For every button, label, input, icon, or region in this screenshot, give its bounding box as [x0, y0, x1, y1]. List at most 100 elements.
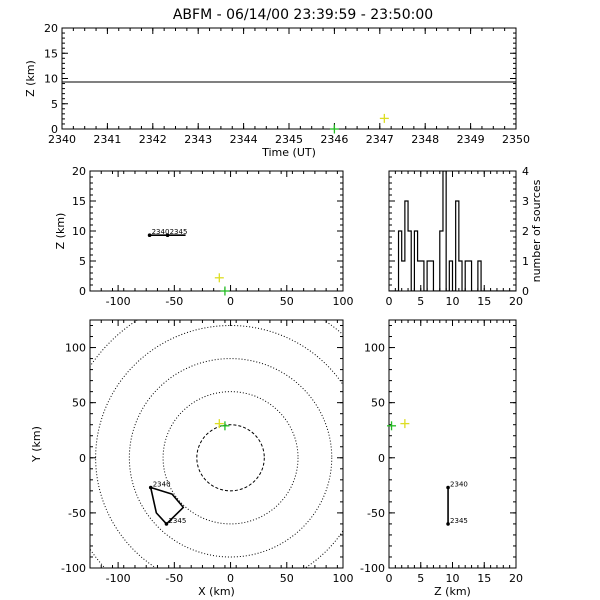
histogram-x-tick-label: 10	[446, 295, 460, 308]
zy-y-tick-label: -50	[367, 507, 385, 520]
xy-cross-marker	[214, 419, 224, 429]
zy-track-label: 2340	[450, 481, 468, 489]
histogram-y-tick-label: 4	[522, 165, 529, 178]
time-height-x-tick-label: 2349	[457, 133, 485, 146]
xy-x-axis-label: X (km)	[198, 585, 235, 598]
histogram-x-tick-label: 20	[509, 295, 523, 308]
xz-y-tick-label: 5	[79, 255, 86, 268]
zy-track-label: 2345	[450, 517, 468, 525]
xy-range-ring	[162, 391, 299, 525]
xz-track-label: 2345	[170, 228, 188, 236]
histogram-x-tick-label: 15	[477, 295, 491, 308]
zy-panel: 2340 2345 0 5 10 15 20 -100 -50 0 50 100 Z (km)	[360, 319, 523, 598]
zy-y-tick-label: -100	[360, 562, 385, 575]
xz-cross-marker	[214, 273, 224, 283]
time-height-y-tick-label: 20	[44, 22, 58, 35]
zy-x-tick-label: 10	[446, 572, 460, 585]
xz-y-tick-label: 20	[72, 165, 86, 178]
time-height-x-tick-label: 2341	[93, 133, 121, 146]
xz-x-tick-label: 50	[280, 295, 294, 308]
time-height-frame	[61, 27, 517, 130]
zy-x-tick-label: 0	[386, 572, 393, 585]
histogram-y-tick-label: 2	[522, 225, 529, 238]
histogram-y-tick-label: 1	[522, 255, 529, 268]
xy-x-tick-label: -100	[106, 572, 131, 585]
xz-track-label: 2340	[152, 228, 170, 236]
xy-track-point	[164, 522, 169, 526]
xy-y-tick-label: 0	[79, 452, 86, 465]
time-height-y-tick-label: 10	[44, 73, 58, 86]
zy-x-tick-label: 20	[509, 572, 523, 585]
time-height-x-tick-label: 2343	[184, 133, 212, 146]
xy-range-ring	[90, 320, 343, 568]
xz-x-tick-label: -50	[165, 295, 183, 308]
xy-y-tick-label: -50	[68, 507, 86, 520]
xy-x-tick-label: 50	[280, 572, 294, 585]
xy-y-tick-label: -100	[61, 562, 86, 575]
figure-title: ABFM - 06/14/00 23:39:59 - 23:50:00	[173, 7, 433, 23]
histogram-y-axis-label: number of sources	[530, 179, 543, 282]
xy-storm-track	[149, 486, 185, 525]
time-height-y-tick-label: 0	[51, 123, 58, 136]
xy-range-ring	[196, 424, 265, 492]
time-height-x-tick-label: 2342	[139, 133, 167, 146]
xy-y-axis-label: Y (km)	[30, 426, 43, 463]
xz-panel: 2340 2345 -100 -50 0 50 100 0 5 10 15 20 Z (km)	[54, 165, 354, 308]
time-height-x-axis-label: Time (UT)	[261, 146, 316, 159]
xy-track-label: 2340	[153, 481, 171, 489]
xz-y-tick-label: 10	[72, 225, 86, 238]
xy-y-tick-label: 50	[72, 397, 86, 410]
xz-track-point	[165, 233, 170, 237]
zy-y-tick-label: 0	[378, 452, 385, 465]
xz-frame	[89, 170, 344, 292]
time-height-x-tick-label: 2340	[48, 133, 76, 146]
zy-track-point	[446, 522, 450, 526]
time-height-x-tick-label: 2346	[320, 133, 348, 146]
time-height-cross-marker	[329, 124, 339, 134]
xz-cross-marker	[220, 286, 230, 296]
xz-y-tick-label: 15	[72, 195, 86, 208]
xy-range-ring	[95, 325, 343, 568]
time-height-x-tick-label: 2350	[502, 133, 530, 146]
time-height-x-tick-label: 2348	[411, 133, 439, 146]
zy-x-tick-label: 5	[417, 572, 424, 585]
histogram-y-tick-label: 3	[522, 195, 529, 208]
time-height-y-axis-label: Z (km)	[24, 60, 37, 97]
xy-y-tick-label: 100	[65, 342, 86, 355]
xy-panel: 2340 2345 -100 -50 0 50 100 -100 -50 0 50 100 X (km)…	[30, 319, 354, 598]
zy-plot-area: 2340 2345	[446, 481, 468, 526]
time-height-x-tick-label: 2347	[366, 133, 394, 146]
xz-x-tick-label: 100	[333, 295, 354, 308]
histogram-x-tick-label: 5	[417, 295, 424, 308]
zy-frame	[388, 319, 517, 569]
xy-cross-marker	[220, 421, 230, 431]
zy-x-axis-label: Z (km)	[434, 585, 471, 598]
zy-y-tick-label: 100	[364, 342, 385, 355]
xy-plot-area: 2340 2345	[90, 320, 343, 568]
xy-track-label: 2345	[168, 517, 186, 525]
histogram-plot-area	[389, 171, 516, 291]
xz-y-axis-label: Z (km)	[54, 213, 67, 250]
time-height-x-tick-label: 2344	[230, 133, 258, 146]
histogram-x-tick-label: 0	[386, 295, 393, 308]
zy-y-tick-label: 50	[371, 397, 385, 410]
time-height-y-tick-label: 5	[51, 98, 58, 111]
histogram-histogram-bars	[389, 171, 516, 291]
xy-range-ring	[128, 358, 333, 558]
zy-track-point	[446, 485, 450, 490]
time-height-x-tick-label: 2345	[275, 133, 303, 146]
xz-x-tick-label: -100	[106, 295, 131, 308]
time-height-cross-marker	[379, 113, 389, 123]
histogram-y-tick-label: 0	[522, 285, 529, 298]
xy-x-tick-label: 100	[333, 572, 354, 585]
time-height-panel: 2340 2341 2342 2343 2344 2345 2346 2347 2348 2349…	[24, 22, 530, 159]
xz-x-tick-label: 0	[227, 295, 234, 308]
time-height-y-tick-label: 15	[44, 47, 58, 60]
xy-x-tick-label: -50	[165, 572, 183, 585]
zy-x-tick-label: 15	[477, 572, 491, 585]
zy-cross-marker	[387, 421, 397, 431]
xz-plot-area: 2340 2345	[147, 228, 188, 237]
xz-y-tick-label: 0	[79, 285, 86, 298]
